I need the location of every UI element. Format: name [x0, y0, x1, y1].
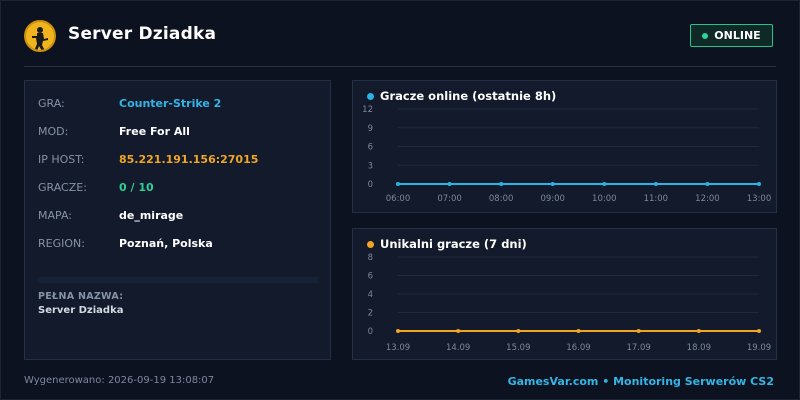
info-value-ip[interactable]: 85.221.191.156:27015	[119, 153, 259, 166]
y-tick-label: 0	[368, 180, 373, 190]
y-tick-label: 8	[368, 253, 373, 263]
data-point[interactable]	[516, 329, 521, 333]
generated-timestamp: Wygenerowano: 2026-09-19 13:08:07	[24, 375, 215, 386]
x-tick-label: 18.09	[687, 343, 711, 353]
data-point[interactable]	[447, 182, 452, 186]
data-point[interactable]	[456, 329, 461, 333]
status-dot-icon	[702, 32, 709, 39]
counter-strike-logo-icon	[24, 20, 56, 52]
orange-dot-icon	[367, 240, 374, 248]
data-point[interactable]	[696, 329, 701, 333]
info-value-map: de_mirage	[119, 209, 184, 222]
x-tick-label: 14.09	[446, 343, 470, 353]
x-tick-label: 06:00	[386, 194, 411, 204]
y-tick-label: 4	[368, 290, 373, 300]
online-players-chart-panel: 0 3 6 9 12 06:00 07:00 08:00 09:00 10:00 11:00 12:0…	[352, 80, 777, 213]
data-point[interactable]	[550, 182, 555, 186]
fullname-value: Server Dziadka	[38, 305, 124, 316]
x-tick-label: 19.09	[747, 343, 771, 353]
info-value-mod: Free For All	[119, 125, 190, 138]
y-tick-label: 0	[368, 327, 373, 337]
server-info-panel: GRA: Counter-Strike 2 MOD: Free For All …	[24, 80, 331, 360]
info-key: GRA:	[38, 97, 65, 110]
fullname-label: PEŁNA NAZWA:	[38, 291, 124, 302]
server-title: Server Dziadka	[68, 24, 217, 44]
unique-chart-title: Unikalni gracze (7 dni)	[367, 237, 527, 251]
data-point[interactable]	[757, 329, 761, 333]
data-point[interactable]	[757, 182, 761, 186]
data-point[interactable]	[396, 182, 400, 186]
data-point[interactable]	[602, 182, 607, 186]
data-point[interactable]	[396, 329, 400, 333]
blue-dot-icon	[367, 92, 374, 100]
x-tick-label: 08:00	[489, 194, 513, 204]
online-players-chart: 0 3 6 9 12 06:00 07:00 08:00 09:00 10:00 11:00 12:0…	[362, 105, 772, 204]
y-tick-label: 2	[368, 309, 373, 319]
online-chart-title-text: Gracze online (ostatnie 8h)	[380, 89, 557, 103]
y-tick-label: 6	[368, 143, 373, 153]
x-tick-label: 13.09	[386, 343, 410, 353]
unique-chart-title-text: Unikalni gracze (7 dni)	[380, 237, 527, 251]
y-tick-label: 12	[362, 105, 373, 115]
status-label: ONLINE	[714, 29, 761, 42]
info-key: REGION:	[38, 237, 85, 250]
x-tick-label: 10:00	[592, 194, 617, 204]
data-point[interactable]	[576, 329, 581, 333]
info-key: GRACZE:	[38, 181, 87, 194]
x-tick-label: 09:00	[540, 194, 565, 204]
y-tick-label: 6	[368, 272, 373, 282]
x-tick-label: 13:00	[747, 194, 772, 204]
status-badge: ONLINE	[690, 24, 773, 47]
info-value-game[interactable]: Counter-Strike 2	[119, 97, 222, 110]
x-tick-label: 16.09	[566, 343, 590, 353]
x-tick-label: 07:00	[437, 194, 462, 204]
x-tick-label: 11:00	[644, 194, 669, 204]
unique-players-chart-panel: 0 2 4 6 8 13.09 14.09 15.09 16.09 17.09 18.09 19.09…	[352, 228, 777, 360]
unique-players-chart: 0 2 4 6 8 13.09 14.09 15.09 16.09 17.09 18.09 19.09	[368, 253, 772, 353]
data-point[interactable]	[705, 182, 710, 186]
footer-brand-link[interactable]: GamesVar.com • Monitoring Serwerów CS2	[507, 375, 774, 388]
x-tick-label: 15.09	[506, 343, 530, 353]
y-tick-label: 3	[368, 161, 373, 171]
y-tick-label: 9	[368, 124, 373, 134]
info-key: MAPA:	[38, 209, 72, 222]
info-divider	[38, 277, 318, 283]
info-key: MOD:	[38, 125, 69, 138]
header-divider	[24, 66, 776, 67]
data-point[interactable]	[653, 182, 658, 186]
info-key: IP HOST:	[38, 153, 85, 166]
data-point[interactable]	[499, 182, 504, 186]
info-value-players: 0 / 10	[119, 181, 154, 194]
x-tick-label: 17.09	[626, 343, 650, 353]
x-tick-label: 12:00	[695, 194, 720, 204]
data-point[interactable]	[636, 329, 641, 333]
online-chart-title: Gracze online (ostatnie 8h)	[367, 89, 556, 103]
info-value-region: Poznań, Polska	[119, 237, 213, 250]
